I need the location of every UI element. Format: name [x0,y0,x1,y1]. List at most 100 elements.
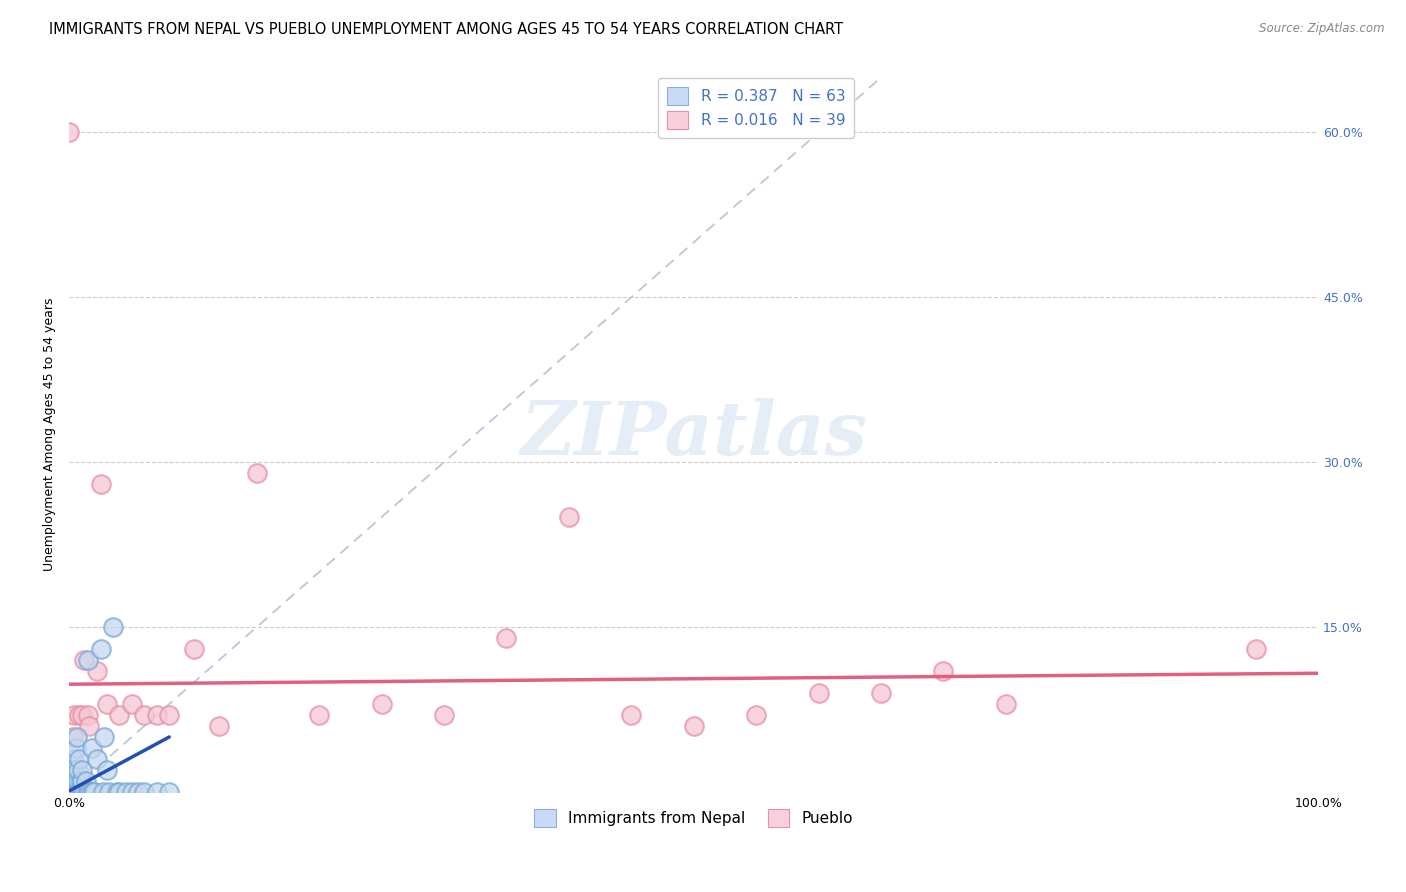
Point [70,774,93,789]
Point [77,708,100,723]
Legend: Immigrants from Nepal, Pueblo: Immigrants from Nepal, Pueblo [527,801,860,834]
Point [79,785,101,799]
Point [86,664,108,678]
Y-axis label: Unemployment Among Ages 45 to 54 years: Unemployment Among Ages 45 to 54 years [44,298,56,572]
Point [932,664,955,678]
Point [994,697,1017,711]
Point [60,763,83,777]
Point [246,466,269,480]
Point [127,785,149,799]
Point [93,730,115,744]
Point [65,785,87,799]
Point [77,785,100,799]
Point [77,653,100,667]
Point [114,785,136,799]
Point [870,686,893,700]
Point [98,785,121,799]
Point [83,785,105,799]
Point [83,785,105,799]
Point [807,686,830,700]
Text: Source: ZipAtlas.com: Source: ZipAtlas.com [1260,22,1385,36]
Point [308,708,330,723]
Point [108,785,131,799]
Point [67,774,90,789]
Point [134,708,156,723]
Point [58,785,80,799]
Point [208,719,231,733]
Point [121,697,143,711]
Point [70,708,93,723]
Text: ZIPatlas: ZIPatlas [520,399,868,471]
Point [620,708,643,723]
Point [80,741,103,756]
Point [58,785,80,799]
Point [101,620,124,634]
Point [75,774,97,789]
Point [58,785,80,799]
Point [79,719,101,733]
Point [558,510,581,524]
Point [66,730,89,744]
Point [79,785,101,799]
Point [59,763,82,777]
Point [745,708,768,723]
Point [1244,642,1267,657]
Point [62,774,84,789]
Point [90,477,112,491]
Point [59,785,82,799]
Point [67,752,90,766]
Point [59,785,82,799]
Point [62,730,84,744]
Point [63,708,86,723]
Point [145,785,167,799]
Point [145,708,167,723]
Point [433,708,456,723]
Point [90,642,112,657]
Point [67,785,90,799]
Point [59,785,82,799]
Point [69,774,91,789]
Point [183,642,205,657]
Point [58,785,80,799]
Point [63,785,86,799]
Point [86,752,108,766]
Point [82,785,104,799]
Point [60,785,83,799]
Point [60,785,83,799]
Point [58,125,80,139]
Point [96,763,118,777]
Point [121,785,143,799]
Point [66,785,89,799]
Point [65,741,87,756]
Point [682,719,704,733]
Point [69,785,91,799]
Point [63,785,86,799]
Point [66,785,89,799]
Point [370,697,392,711]
Point [91,785,114,799]
Point [495,631,517,645]
Point [108,708,131,723]
Point [59,774,82,789]
Point [67,708,90,723]
Point [157,708,180,723]
Point [58,774,80,789]
Point [73,653,96,667]
Point [105,785,128,799]
Point [157,785,180,799]
Point [66,785,89,799]
Point [60,785,83,799]
Text: IMMIGRANTS FROM NEPAL VS PUEBLO UNEMPLOYMENT AMONG AGES 45 TO 54 YEARS CORRELATI: IMMIGRANTS FROM NEPAL VS PUEBLO UNEMPLOY… [49,22,844,37]
Point [65,785,87,799]
Point [60,774,83,789]
Point [62,785,84,799]
Point [67,763,90,777]
Point [67,785,90,799]
Point [62,785,84,799]
Point [72,785,94,799]
Point [62,752,84,766]
Point [65,774,87,789]
Point [65,785,87,799]
Point [70,763,93,777]
Point [76,785,98,799]
